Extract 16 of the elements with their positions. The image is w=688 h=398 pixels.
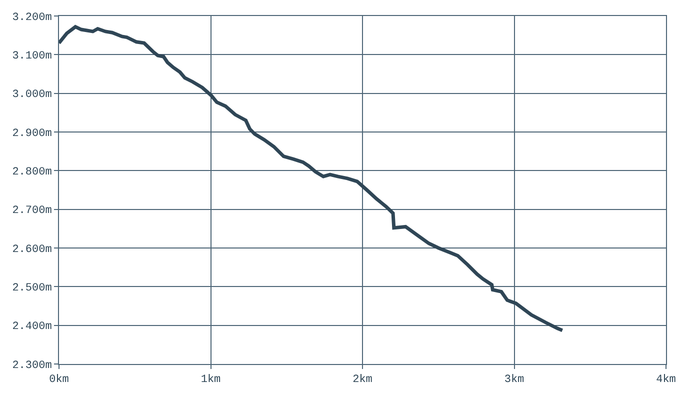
y-tick-label: 2.500m bbox=[12, 282, 52, 295]
y-tick-label: 2.300m bbox=[12, 360, 52, 372]
y-tick-label: 2.800m bbox=[12, 166, 52, 179]
y-tick-label: 2.700m bbox=[12, 205, 52, 218]
x-tick-label: 2km bbox=[352, 374, 373, 386]
x-tick-label: 4km bbox=[656, 374, 676, 386]
x-tick-label: 0km bbox=[49, 374, 70, 386]
x-tick-label: 3km bbox=[504, 374, 525, 386]
y-tick-label: 3.200m bbox=[12, 12, 52, 24]
y-tick-label: 2.400m bbox=[12, 321, 52, 334]
y-tick-label: 3.000m bbox=[12, 89, 52, 102]
y-tick-label: 3.100m bbox=[12, 50, 52, 63]
line-series bbox=[59, 25, 564, 332]
y-tick-label: 2.900m bbox=[12, 128, 52, 140]
y-tick-label: 2.600m bbox=[12, 244, 52, 256]
x-tick-label: 1km bbox=[200, 374, 222, 386]
